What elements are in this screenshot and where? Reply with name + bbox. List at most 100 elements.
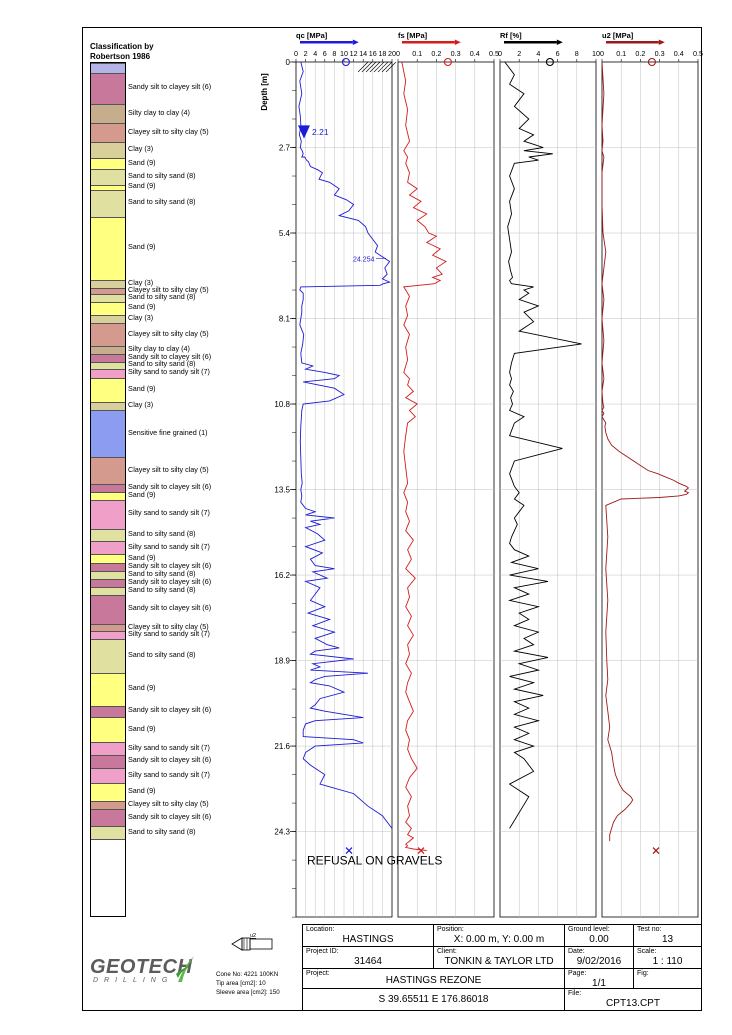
x-tick-label: 0.4 [470, 49, 480, 58]
classification-layer-label: Sand (9) [128, 786, 156, 796]
classification-layer [91, 563, 125, 572]
tb-file: File: CPT13.CPT [565, 989, 701, 1010]
classification-layer-label: Sand (9) [128, 723, 156, 733]
water-level-icon [298, 125, 310, 139]
tb-fig: Fig: [634, 969, 701, 989]
depth-tick-label: 24.3 [274, 828, 290, 837]
classification-layer-label: Sand (9) [128, 552, 156, 562]
classification-layer [91, 287, 125, 295]
logo-name: GEOTECH [90, 956, 193, 978]
panel-title: u2 [MPa] [602, 31, 634, 40]
x-tick-label: 0.2 [431, 49, 441, 58]
x-tick-label: 0 [498, 49, 502, 58]
cone-icon: u2 [231, 933, 273, 951]
tb-project-label: Project: [306, 970, 330, 977]
classification-layer-label: Silty sand to sandy silt (7) [128, 541, 210, 551]
tb-client-value: TONKIN & TAYLOR LTD [444, 956, 554, 967]
refusal-marker [345, 847, 353, 855]
classification-layer-label: Clayey silt to silty clay (5) [128, 621, 209, 631]
classification-layer [91, 484, 125, 493]
classification-layer [91, 767, 125, 784]
classification-layer [91, 623, 125, 632]
tb-scale-label: Scale: [637, 948, 657, 955]
tb-location-value: HASTINGS [342, 934, 394, 945]
panel-title-bar [300, 41, 353, 44]
classification-layer-label: Sand (9) [128, 683, 156, 693]
classification-layer [91, 142, 125, 158]
classification-layer [91, 672, 125, 706]
classification-layer-label: Sand to silty sand (8) [128, 826, 196, 836]
panel-title-arrow [556, 39, 563, 45]
qc-hatch-line [381, 61, 393, 73]
tb-fig-label: Fig: [637, 970, 649, 977]
x-tick-label: 2 [304, 49, 308, 58]
tb-location: Location: HASTINGS [303, 925, 434, 947]
classification-layer [91, 216, 125, 280]
classification-column [90, 62, 126, 917]
classification-layer [91, 346, 125, 355]
tb-project-id-value: 31464 [354, 956, 382, 967]
classification-layer [91, 571, 125, 580]
tb-scale: Scale: 1 : 110 [634, 947, 701, 969]
classification-layer-label: Sand to silty sand (8) [128, 528, 196, 538]
classification-layer [91, 500, 125, 529]
depth-axis-label: Depth [m] [260, 73, 269, 111]
tb-client: Client: TONKIN & TAYLOR LTD [434, 947, 565, 969]
classification-layer-label: Sandy silt to clayey silt (6) [128, 603, 212, 613]
classification-layer [91, 123, 125, 143]
classification-layer [91, 104, 125, 124]
panel-title-arrow [658, 39, 665, 45]
classification-title-line2: Robertson 1986 [90, 52, 151, 61]
depth-tick-label: 10.8 [274, 400, 290, 409]
classification-layer-label: Sandy silt to clayey silt (6) [128, 811, 212, 821]
tb-page: Page: 1/1 [565, 969, 634, 989]
classification-layer-label: Sand to silty sand (8) [128, 359, 196, 369]
panel-title: qc [MPa] [296, 31, 328, 40]
classification-layer [91, 587, 125, 596]
tb-file-value: CPT13.CPT [606, 998, 660, 1009]
panel-title-bar [606, 41, 659, 44]
classification-layer [91, 579, 125, 588]
x-tick-label: 0.1 [412, 49, 422, 58]
classification-layer-label: Sand to silty sand (8) [128, 197, 196, 207]
classification-layer-label: Sand to silty sand (8) [128, 650, 196, 660]
cpt-plots: Depth [m] 0 2.7 5.4 8.1 10.8 13.5 16.2 18.9 21.6 2… [260, 31, 703, 918]
tb-ground-level-value: 0.00 [589, 934, 609, 945]
classification-layer [91, 705, 125, 717]
tb-project-id-label: Project ID: [306, 948, 339, 955]
qc-max-annotation: 24.254 [353, 256, 375, 263]
classification-layer [91, 800, 125, 809]
x-tick-label: 4 [313, 49, 317, 58]
panel-zero-marker [545, 57, 554, 67]
tb-file-label: File: [568, 990, 582, 997]
classification-layer [91, 279, 125, 288]
panel-fs: 0 0.1 0.2 0.3 0.4 0.5 fs [MPa] [396, 31, 499, 918]
classification-layer [91, 63, 125, 73]
classification-layer-label: Sand (9) [128, 242, 156, 252]
classification-layer [91, 716, 125, 743]
x-tick-label: 0 [396, 49, 400, 58]
depth-tick-label: 0 [286, 58, 291, 67]
classification-layer [91, 314, 125, 323]
refusal-marker [417, 847, 425, 855]
classification-layer-label: Sand to silty sand (8) [128, 292, 196, 302]
classification-layer-label: Sandy silt to clayey silt (6) [128, 482, 212, 492]
tb-date-label: Date: [568, 948, 585, 955]
x-tick-label: 18 [378, 49, 386, 58]
classification-layer-label: Clay (3) [128, 399, 154, 409]
qc-hatch-line [385, 61, 397, 73]
cone-u2-mark: u2 [250, 933, 256, 939]
classification-layer-label: Silty clay to clay (4) [128, 344, 190, 354]
classification-layer-label: Sand (9) [128, 490, 156, 500]
x-tick-label: 0 [600, 49, 604, 58]
tb-ground-level-label: Ground level: [568, 926, 610, 933]
classification-layer-label: Clay (3) [128, 144, 154, 154]
classification-layer [91, 189, 125, 217]
tb-location-label: Location: [306, 926, 335, 933]
classification-layer-label: Sand to silty sand (8) [128, 569, 196, 579]
tb-page-label: Page: [568, 970, 587, 977]
classification-layer [91, 783, 125, 801]
classification-layer [91, 754, 125, 768]
classification-layer-label: Sandy silt to clayey silt (6) [128, 705, 212, 715]
panel-title-arrow [454, 39, 461, 45]
